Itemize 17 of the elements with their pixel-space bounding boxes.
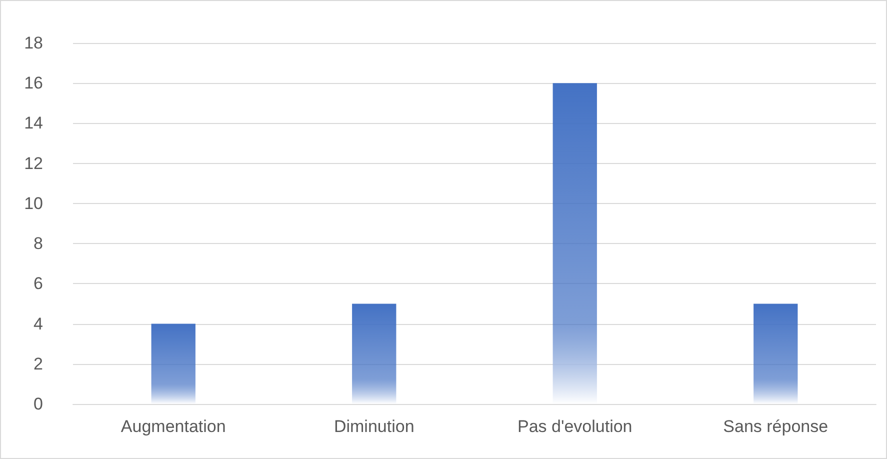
- x-tick-label: Sans réponse: [723, 417, 828, 436]
- bar: [754, 304, 798, 404]
- y-tick-label: 10: [24, 194, 43, 213]
- y-tick-label: 18: [24, 34, 43, 52]
- x-tick-label: Pas d'evolution: [517, 417, 632, 436]
- y-tick-label: 6: [34, 274, 43, 294]
- y-tick-label: 8: [34, 234, 43, 254]
- y-tick-label: 16: [24, 74, 43, 93]
- bar: [151, 324, 196, 404]
- bar: [352, 304, 396, 404]
- y-tick-label: 0: [34, 394, 43, 414]
- y-tick-label: 4: [34, 314, 43, 334]
- y-tick-label: 14: [24, 114, 43, 133]
- x-tick-label: Augmentation: [120, 417, 226, 436]
- y-tick-label: 2: [34, 354, 43, 374]
- y-tick-label: 12: [24, 154, 43, 173]
- x-tick-label: Diminution: [334, 417, 414, 436]
